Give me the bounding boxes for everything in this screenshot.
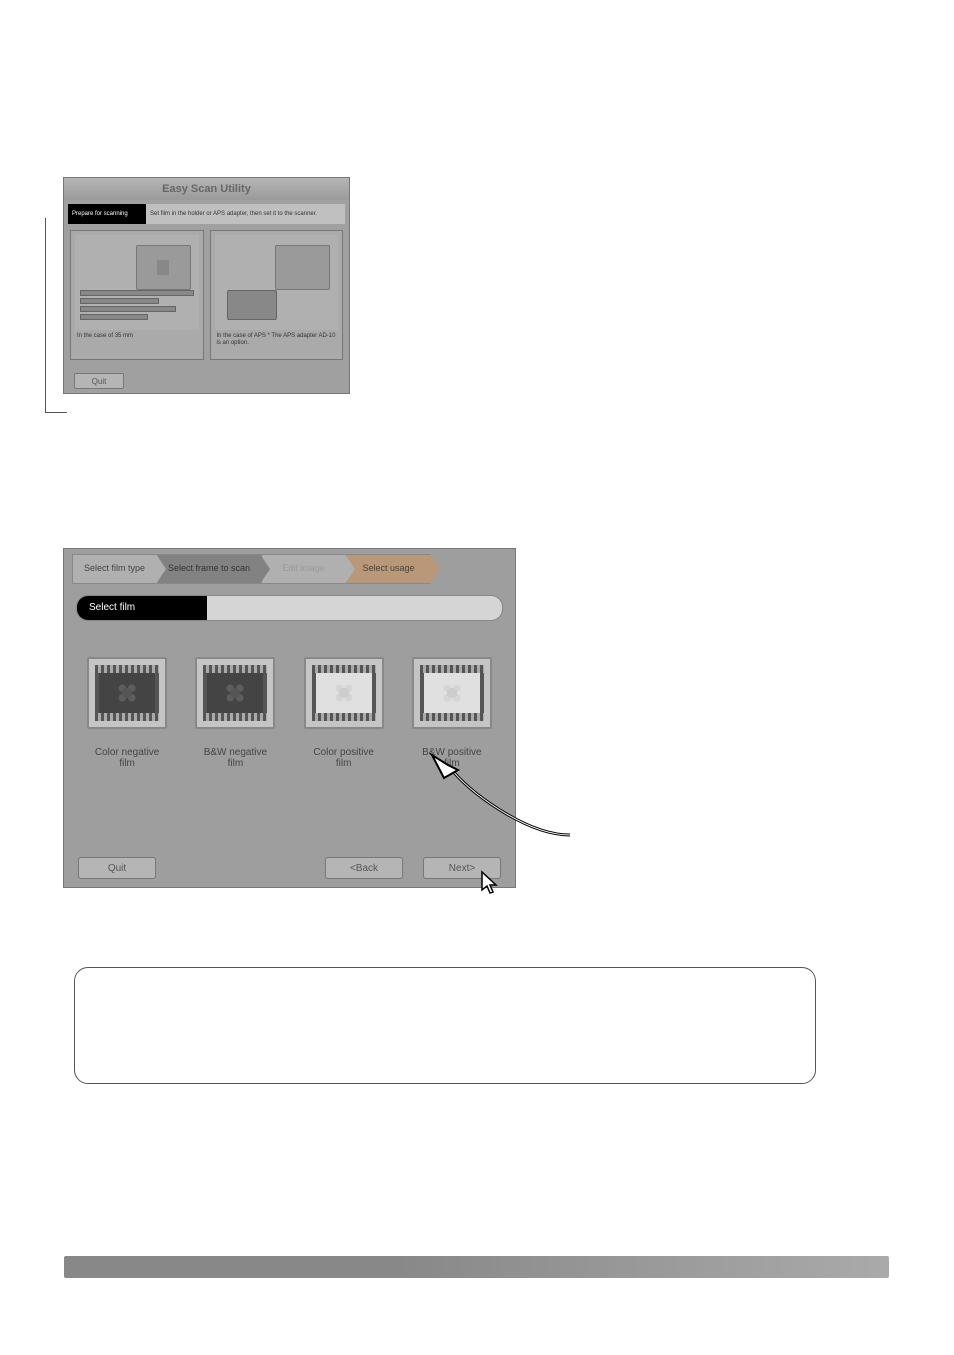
connector-line: [45, 218, 67, 413]
tab-select-film-type[interactable]: Select film type: [72, 554, 157, 584]
window-title: Easy Scan Utility: [64, 178, 349, 200]
panel-35mm-caption: In the case of 35 mm: [75, 330, 199, 343]
tab-edit-image: Edit image: [261, 554, 346, 584]
option-color-positive-label: Color positive film: [313, 747, 374, 769]
message-bar: Prepare for scanning Set film in the hol…: [68, 204, 345, 224]
pointer-arrow-icon: [420, 750, 580, 845]
back-button[interactable]: <Back: [325, 857, 403, 879]
easy-scan-utility-window: Easy Scan Utility Prepare for scanning S…: [63, 177, 350, 394]
quit-button-2[interactable]: Quit: [78, 857, 156, 879]
wizard-tabs: Select film type Select frame to scan Ed…: [64, 549, 515, 589]
message-text: Set film in the holder or APS adapter, t…: [146, 204, 345, 224]
tab-select-frame[interactable]: Select frame to scan: [157, 554, 261, 584]
option-bw-negative-label: B&W negative film: [204, 747, 267, 769]
panel-35mm[interactable]: In the case of 35 mm: [70, 230, 204, 360]
option-color-negative[interactable]: Color negative film: [79, 657, 175, 769]
panel-aps-caption: In the case of APS * The APS adapter AD-…: [215, 330, 339, 350]
status-text: [207, 596, 502, 620]
cursor-icon: [480, 870, 500, 896]
quit-button-1[interactable]: Quit: [74, 373, 124, 389]
panel-aps[interactable]: In the case of APS * The APS adapter AD-…: [210, 230, 344, 360]
status-label: Select film: [77, 596, 207, 620]
panel-35mm-image: [75, 235, 199, 330]
option-color-negative-label: Color negative film: [95, 747, 159, 769]
option-color-positive[interactable]: Color positive film: [296, 657, 392, 769]
option-bw-negative[interactable]: B&W negative film: [187, 657, 283, 769]
info-box: [74, 967, 816, 1084]
panel-aps-image: [215, 235, 339, 330]
footer-bar: [64, 1256, 889, 1278]
message-label: Prepare for scanning: [68, 204, 146, 224]
status-bar: Select film: [76, 595, 503, 621]
tab-select-usage[interactable]: Select usage: [346, 554, 431, 584]
